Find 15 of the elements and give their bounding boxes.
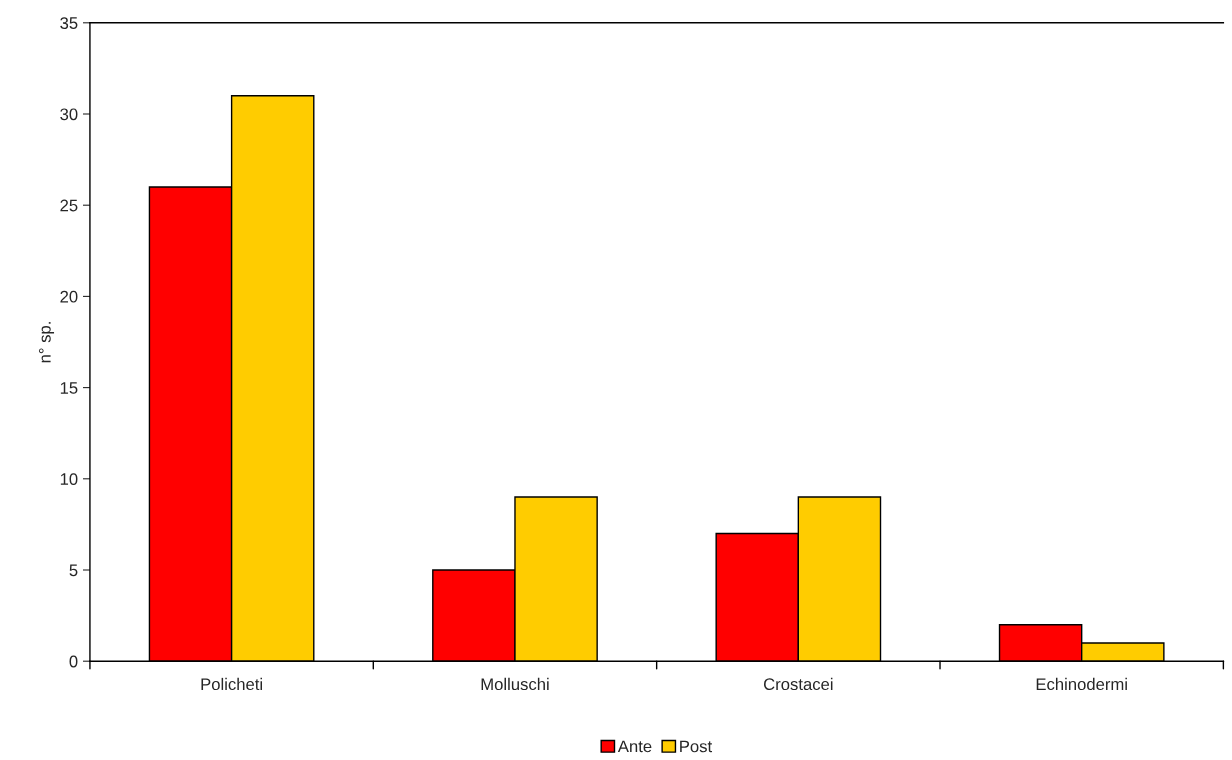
y-tick-label: 25 — [60, 199, 78, 212]
x-tick-label: Molluschi — [481, 677, 549, 691]
x-tick-label: Policheti — [201, 677, 262, 691]
x-tick-label: Crostacei — [763, 677, 833, 691]
y-tick-label: 35 — [60, 17, 78, 29]
legend-label: Post — [680, 740, 713, 753]
y-axis-title: n° sp. — [38, 322, 55, 363]
y-tick-label: 10 — [60, 473, 78, 485]
y-tick-label: 0 — [69, 655, 78, 668]
y-tick-label: 15 — [60, 382, 78, 394]
legend-label: Ante — [617, 740, 652, 753]
x-tick-label: Echinodermi — [1036, 677, 1127, 691]
y-tick-label: 20 — [60, 290, 78, 303]
y-tick-label: 5 — [69, 564, 78, 577]
y-tick-label: 30 — [60, 108, 78, 121]
